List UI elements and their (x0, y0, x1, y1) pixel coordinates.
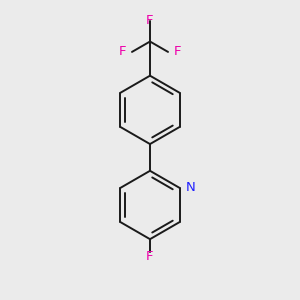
Text: F: F (174, 45, 181, 58)
Text: F: F (146, 250, 154, 263)
Text: F: F (146, 14, 154, 27)
Text: N: N (186, 182, 196, 194)
Text: F: F (119, 45, 126, 58)
